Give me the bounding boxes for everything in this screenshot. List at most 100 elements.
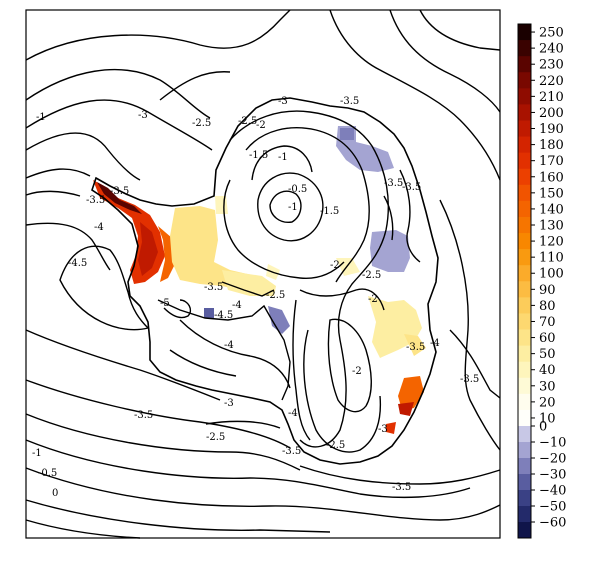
colorbar-tick-label: 100	[539, 267, 564, 282]
clabel-19: -2	[330, 260, 340, 271]
colorbar: 2502402302202102001901801701601501401301…	[517, 23, 566, 539]
colorbar-segment	[518, 152, 531, 170]
colorbar-segment	[518, 490, 531, 507]
clabel-32: -3	[224, 398, 234, 409]
colorbar-tick-label: −30	[539, 468, 566, 483]
clabel-30: -2	[352, 366, 362, 377]
clabel-25: -2.5	[266, 290, 285, 301]
clabel-24: -4.5	[214, 310, 233, 321]
colorbar-tick-label: −40	[539, 484, 566, 499]
colorbar-segment	[518, 40, 531, 57]
clabel-2: -3	[138, 110, 148, 121]
colorbar-tick-label: 200	[539, 106, 564, 121]
clabel-35: -3.5	[282, 446, 301, 457]
contour-labels: -1 -3 -2.5 -3 -3.5 -2.5 -2 -1.5 -1 -3.5 …	[32, 96, 479, 499]
clabel-14: -0.5	[288, 184, 307, 195]
clabel-36: -2.5	[326, 440, 345, 451]
clabel-6: -2.5	[238, 116, 257, 127]
colorbar-tick-label: 90	[539, 283, 556, 298]
colorbar-tick-label: 130	[539, 219, 564, 234]
clabel-41: -3.5	[392, 482, 411, 493]
colorbar-tick-label: 50	[539, 347, 556, 362]
clabel-15: -1	[288, 202, 298, 213]
colorbar-segment	[518, 88, 531, 105]
colorbar-tick-label: 250	[539, 26, 564, 41]
antarctica-coastline	[91, 97, 439, 465]
colorbar-segment	[518, 506, 531, 523]
clabel-34: -4	[288, 408, 298, 419]
clabel-1: -1	[36, 112, 46, 123]
colorbar-segment	[518, 281, 531, 298]
patch-blue-east	[370, 230, 410, 272]
clabel-21: -3.5	[204, 282, 223, 293]
colorbar-tick-label: 140	[539, 202, 564, 217]
colorbar-segment	[518, 393, 531, 411]
clabel-37: -3	[378, 424, 388, 435]
colorbar-tick-label: 240	[539, 42, 564, 57]
patch-yellow-west	[170, 206, 272, 292]
clabel-28: -3.5	[406, 342, 425, 353]
colorbar-tick-label: 210	[539, 90, 564, 105]
colorbar-segment	[518, 474, 531, 491]
clabel-33: -2.5	[206, 432, 225, 443]
clabel-40: 0	[52, 488, 58, 499]
colorbar-segment	[518, 458, 531, 475]
colorbar-segment	[518, 249, 531, 266]
clabel-3: -2.5	[192, 118, 211, 129]
colorbar-segment	[518, 72, 531, 89]
clabel-39: -0.5	[38, 468, 57, 479]
patch-yellow-coast	[404, 334, 426, 356]
colorbar-segment	[518, 168, 531, 186]
patch-peninsula-red	[138, 222, 158, 276]
grounding-line	[157, 281, 291, 401]
colorbar-tick-label: 30	[539, 379, 556, 394]
colorbar-segment	[518, 120, 531, 138]
colorbar-tick-label: 120	[539, 235, 564, 250]
clabel-11: -3.5	[86, 195, 105, 206]
colorbar-segment	[518, 297, 531, 314]
colorbar-tick-label: −50	[539, 500, 566, 515]
colorbar-tick-label: 230	[539, 58, 564, 73]
colorbar-segment	[518, 233, 531, 250]
colorbar-tick-label: 60	[539, 331, 556, 346]
interior-contours	[163, 110, 421, 453]
clabel-9: -1	[278, 152, 288, 163]
patch-red-coast-2	[386, 422, 396, 434]
colorbar-segment	[518, 56, 531, 73]
colorbar-tick-label: 20	[539, 395, 556, 410]
patch-red-coast	[398, 402, 414, 416]
clabel-16: -1.5	[320, 206, 339, 217]
offshore-contours	[25, 9, 501, 539]
clabel-27: -4	[224, 340, 234, 351]
colorbar-tick-label: 180	[539, 138, 564, 153]
colorbar-segment	[518, 136, 531, 154]
patch-peninsula-black	[97, 182, 142, 214]
colorbar-tick-label: 220	[539, 74, 564, 89]
colorbar-segment	[518, 24, 531, 41]
clabel-29: -4	[430, 338, 440, 349]
clabel-7: -2	[256, 120, 266, 131]
clabel-22: -5	[160, 298, 170, 309]
colorbar-segment	[518, 361, 531, 379]
clabel-17: -4	[94, 222, 104, 233]
colorbar-tick-label: −20	[539, 452, 566, 467]
clabel-12: -3.5	[402, 182, 421, 193]
colorbar-segment	[518, 104, 531, 121]
colorbar-tick-label: 80	[539, 299, 556, 314]
colorbar-tick-label: 40	[539, 363, 556, 378]
colorbar-tick-label: −10	[539, 436, 566, 451]
colorbar-tick-label: 150	[539, 186, 564, 201]
colorbar-segment	[518, 442, 531, 459]
colorbar-tick-label: 190	[539, 122, 564, 137]
patch-blue-north-dark	[340, 128, 354, 140]
colorbar-tick-label: 110	[539, 251, 564, 266]
clabel-5: -3.5	[340, 96, 359, 107]
colorbar-segment	[518, 409, 531, 427]
patch-blue-small	[204, 308, 214, 318]
clabel-8: -1.5	[249, 150, 268, 161]
colorbar-segment	[518, 216, 531, 234]
colorbar-segment	[518, 184, 531, 202]
clabel-4: -3	[278, 96, 288, 107]
colorbar-segment	[518, 522, 531, 539]
colorbar-segment	[518, 265, 531, 282]
